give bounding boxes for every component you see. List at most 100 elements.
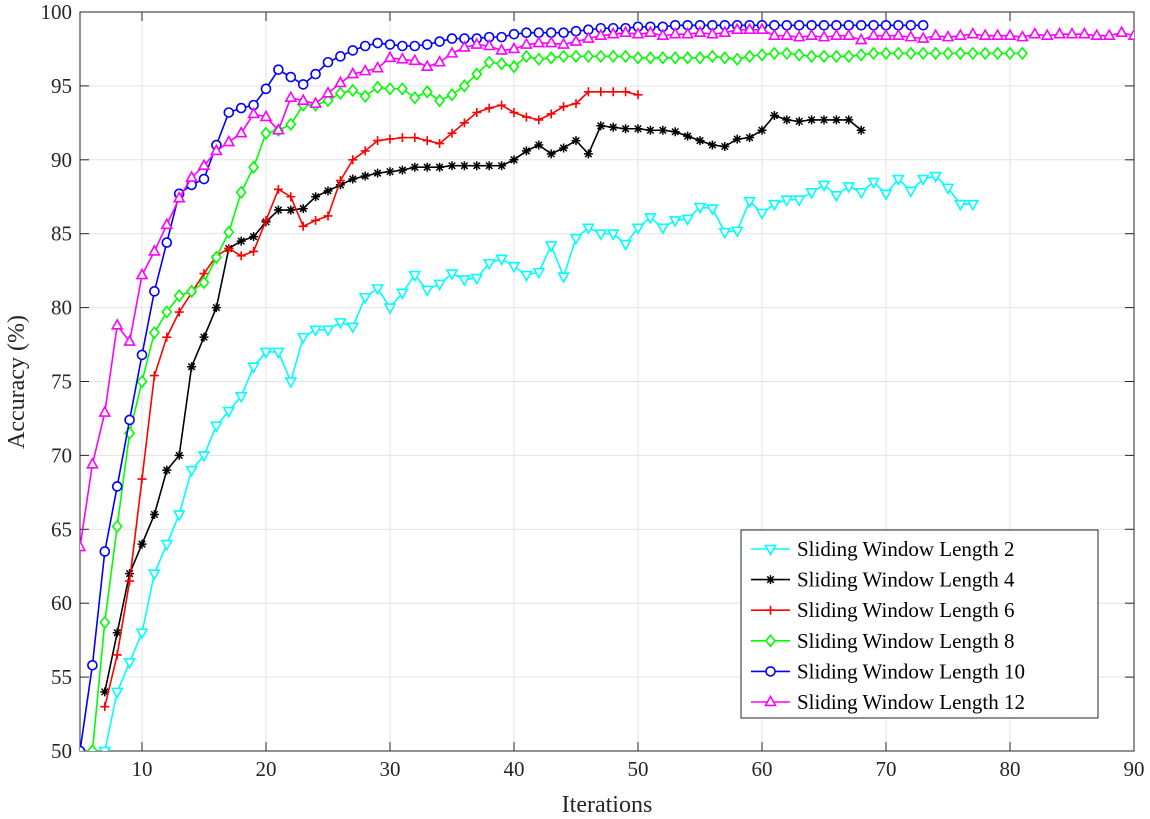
data-point [210,250,222,265]
data-point [86,744,98,751]
data-point [1053,27,1066,39]
data-point [582,31,595,43]
data-point [644,51,656,65]
data-point [148,244,161,256]
data-point [658,125,668,135]
data-point [495,254,508,266]
data-point [247,106,260,119]
data-point [421,39,433,50]
data-point [297,79,309,90]
data-point [571,99,581,109]
legend-item: Sliding Window Length 8 [751,629,1015,653]
data-point [334,75,347,88]
data-point [508,28,520,40]
data-point [433,279,446,292]
data-point [842,28,856,40]
data-point [346,66,360,79]
data-point [222,134,236,147]
data-point [496,56,508,71]
data-point [470,37,484,49]
data-point [422,136,432,146]
data-point [385,134,395,144]
x-tick-label: 40 [504,757,525,781]
data-point [99,546,111,557]
data-point [484,161,494,171]
data-point [954,28,967,40]
data-point [223,107,235,118]
data-point [904,29,918,42]
data-point [569,233,583,246]
data-point [608,122,618,132]
legend-label: Sliding Window Length 6 [797,598,1015,622]
data-point [780,28,794,40]
data-point [843,20,855,31]
data-point [124,426,136,440]
legend-marker [766,605,775,615]
data-point [780,195,794,207]
data-point [285,71,297,83]
data-point [410,133,420,143]
data-point [608,87,618,97]
data-point [235,185,247,200]
data-point [199,332,209,342]
data-point [843,49,855,64]
data-point [755,208,769,221]
data-point [657,51,669,65]
data-point [656,223,670,235]
data-point [186,284,198,299]
data-point [372,80,384,95]
data-point [706,27,719,39]
legend-items: Sliding Window Length 2 Sliding Window Le… [751,537,1025,714]
data-point [807,115,817,125]
data-point [1003,28,1017,40]
data-point [359,40,371,52]
data-point [546,149,556,159]
x-tick-label: 30 [380,757,401,781]
y-tick-label: 75 [51,370,72,394]
data-point [880,20,892,31]
legend-label: Sliding Window Length 2 [797,537,1015,561]
data-point [136,374,148,389]
y-tick-label: 70 [51,443,72,467]
data-point [272,123,285,135]
data-point [223,225,235,239]
data-point [80,745,86,751]
data-point [532,267,546,280]
data-point [558,27,569,38]
series-line [104,91,639,707]
data-point [544,241,558,253]
y-tick-label: 90 [51,148,72,172]
data-point [892,46,904,61]
legend-item: Sliding Window Length 6 [751,598,1015,622]
x-tick-label: 80 [1000,757,1021,781]
data-point [879,189,893,201]
data-point [111,519,123,534]
data-point [570,25,582,37]
data-point [496,31,507,43]
data-point [472,161,482,171]
data-point [730,226,744,238]
data-point [768,28,781,40]
data-point [435,162,445,172]
data-point [261,215,271,225]
data-point [1028,27,1042,39]
data-point [731,52,743,67]
x-tick-label: 90 [1124,757,1145,781]
data-point [867,177,880,190]
data-point [534,115,544,125]
data-point [1127,28,1134,40]
data-point [247,362,260,374]
data-point [298,204,308,214]
data-point [198,275,210,290]
data-point [668,216,682,228]
data-point [135,267,149,280]
data-point [596,87,606,97]
data-point [508,59,520,74]
data-point [521,146,531,156]
data-point [311,192,321,202]
data-point [334,318,347,330]
data-point [434,93,446,108]
data-point [99,615,111,630]
data-point [384,39,396,50]
